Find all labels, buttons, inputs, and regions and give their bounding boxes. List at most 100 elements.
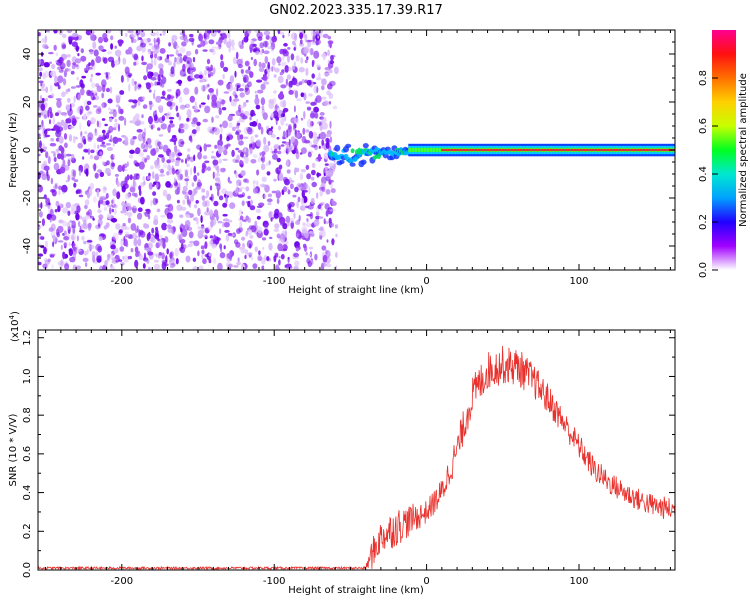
spectrogram-noise-blob	[235, 124, 240, 129]
spectrogram-noise-blob	[319, 116, 324, 120]
spectrogram-noise-blob	[72, 264, 77, 270]
spectrogram-noise-blob	[155, 95, 162, 103]
spectrogram-noise-blob	[158, 238, 163, 246]
spectrogram-noise-blob	[206, 207, 209, 213]
spectrogram-noise-blob	[295, 167, 300, 173]
spectrogram-noise-blob	[262, 74, 268, 82]
spectrogram-noise-blob	[162, 163, 168, 169]
spectrogram-noise-blob	[66, 54, 71, 58]
spectrogram-noise-blob	[184, 220, 191, 228]
spectrogram-noise-blob	[146, 137, 152, 145]
spectrogram-noise-blob	[85, 105, 90, 111]
spectrogram-noise-blob	[86, 240, 93, 243]
spectrogram-noise-blob	[321, 116, 327, 123]
spectrogram-noise-blob	[217, 139, 224, 148]
spectrogram-noise-blob	[166, 159, 172, 164]
spectrogram-noise-blob	[324, 66, 331, 71]
spectrogram-band-peak	[495, 148, 499, 152]
spectrogram-noise-blob	[236, 228, 241, 235]
spectrogram-noise-blob	[168, 54, 175, 57]
spectrogram-noise-blob	[250, 255, 254, 261]
spectrogram-noise-blob	[48, 51, 54, 55]
spectrogram-noise-blob	[324, 163, 329, 166]
spectrogram-noise-blob	[293, 252, 299, 258]
spectrogram-noise-blob	[80, 55, 87, 62]
spectrogram-noise-blob	[124, 227, 130, 230]
spectrogram-noise-blob	[38, 253, 44, 257]
spectrogram-noise-blob	[257, 226, 263, 234]
spectrogram-noise-blob	[98, 200, 101, 209]
spectrogram-noise-blob	[138, 252, 141, 257]
spectrogram-noise-blob	[153, 37, 156, 44]
spectrogram-noise-blob	[166, 212, 173, 220]
spectrogram-noise-blob	[226, 83, 231, 90]
spectrogram-noise-blob	[266, 256, 270, 261]
spectrogram-noise-blob	[57, 85, 61, 90]
spectrogram-noise-blob	[300, 186, 306, 192]
spectrogram-noise-blob	[46, 169, 49, 177]
spectrogram-noise-blob	[282, 110, 286, 117]
spectrogram-noise-blob	[287, 189, 291, 195]
spectrogram-noise-blob	[244, 60, 250, 67]
spectrogram-band-peak	[504, 148, 508, 152]
spectrogram-noise-blob	[202, 234, 208, 238]
spectrogram-noise-blob	[222, 120, 228, 129]
spectrogram-noise-blob	[150, 51, 154, 55]
spectrogram-signal-outer	[345, 143, 352, 148]
spectrogram-noise-blob	[120, 75, 124, 83]
spectrogram-noise-blob	[268, 211, 274, 219]
spectrogram-noise-blob	[106, 258, 110, 261]
spectrogram-band-peak	[516, 148, 520, 152]
spectrogram-noise-blob	[38, 140, 42, 149]
spectrogram-noise-blob	[57, 75, 64, 84]
spectrogram-noise-blob	[261, 62, 266, 69]
spectrogram-noise-blob	[227, 115, 233, 122]
spectrogram-noise-blob	[307, 151, 312, 158]
spectrogram-noise-blob	[48, 61, 53, 65]
spectrogram-noise-blob	[61, 44, 67, 49]
spectrogram-noise-blob	[284, 264, 287, 268]
spectrogram-noise-blob	[215, 41, 222, 45]
spectrogram-noise-blob	[219, 228, 222, 235]
spectrogram-noise-blob	[237, 150, 243, 153]
spectrogram-noise-blob	[87, 222, 92, 231]
spectrogram-noise-blob	[200, 245, 205, 250]
spectrogram-noise-blob	[247, 195, 251, 200]
spectrogram-noise-blob	[194, 204, 198, 209]
spectrogram-noise-blob	[45, 151, 49, 159]
spectrogram-noise-blob	[222, 213, 228, 217]
spectrogram-noise-blob	[301, 202, 308, 211]
spectrogram-noise-blob	[245, 215, 249, 221]
spectrogram-noise-blob	[278, 92, 285, 100]
spectrogram-band-peak	[645, 148, 649, 152]
spectrogram-noise-blob	[142, 263, 146, 269]
spectrogram-noise-blob	[219, 124, 223, 128]
spectrogram-band-peak	[498, 148, 502, 152]
spectrogram-noise-blob	[81, 75, 87, 79]
spectrogram-noise-blob	[296, 200, 299, 209]
spectrogram-noise-blob	[258, 67, 265, 72]
spectrogram-noise-blob	[92, 90, 98, 94]
spectrogram-noise-blob	[122, 57, 127, 65]
spectrogram-noise-blob	[330, 55, 334, 61]
spectrogram-noise-blob	[238, 140, 244, 146]
spectrogram-noise-blob	[93, 105, 98, 108]
spectrogram-noise-blob	[40, 103, 46, 111]
spectrogram-noise-blob	[244, 84, 250, 91]
spectrogram-noise-blob	[111, 258, 117, 261]
spectrogram-band-peak	[450, 148, 454, 152]
spectrogram-noise-blob	[319, 234, 323, 240]
spectrogram-noise-blob	[309, 141, 312, 148]
spectrogram-noise-blob	[293, 61, 296, 67]
spectrogram-noise-blob	[62, 220, 68, 227]
spectrogram-noise-blob	[263, 30, 271, 36]
spectrogram-noise-blob	[133, 61, 137, 66]
spectrogram-noise-blob	[67, 174, 70, 182]
spectrogram-noise-blob	[84, 204, 88, 210]
spectrogram-noise-blob	[162, 241, 166, 249]
spectrogram-noise-blob	[274, 223, 280, 230]
spectrogram-band-inner	[432, 147, 436, 153]
spectrogram-noise-blob	[226, 143, 231, 147]
spectrogram-noise-blob	[302, 222, 306, 227]
spectrogram-noise-blob	[296, 98, 302, 102]
